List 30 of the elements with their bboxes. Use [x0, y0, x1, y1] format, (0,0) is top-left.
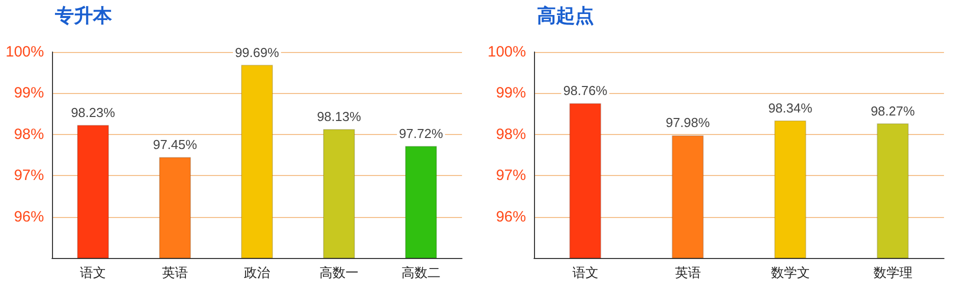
data-label: 97.98%	[666, 115, 710, 130]
y-tick-label: 98%	[14, 126, 44, 143]
data-label: 99.69%	[234, 44, 280, 60]
data-label: 98.34%	[768, 100, 813, 116]
y-tick-label: 99%	[14, 84, 44, 102]
y-tick-label: 100%	[6, 44, 44, 60]
x-tick-label: 高数一	[320, 265, 358, 280]
y-tick-label: 99%	[496, 84, 526, 102]
x-tick-label: 数学文	[770, 265, 810, 280]
y-tick-label: 97%	[14, 167, 44, 184]
x-tick-label: 数学理	[873, 265, 912, 280]
y-tick-label: 96%	[14, 208, 44, 226]
chart-title: 高起点	[537, 5, 594, 27]
x-tick-label: 政治	[244, 265, 270, 280]
chart-title: 专升本	[54, 5, 113, 27]
data-label: 98.27%	[870, 103, 916, 118]
x-tick-label: 语文	[572, 265, 598, 280]
y-tick-label: 97%	[496, 167, 526, 184]
data-label: 98.13%	[316, 109, 362, 124]
data-label: 98.76%	[563, 83, 608, 98]
y-tick-label: 96%	[496, 208, 526, 226]
data-label: 97.45%	[152, 137, 198, 152]
x-tick-label: 语文	[80, 265, 106, 280]
data-label: 98.23%	[70, 104, 116, 120]
data-label: 97.72%	[398, 126, 444, 141]
x-tick-label: 英语	[674, 265, 701, 280]
x-tick-label: 高数二	[402, 265, 440, 280]
y-tick-label: 100%	[488, 44, 526, 60]
x-tick-label: 英语	[162, 265, 188, 280]
y-tick-label: 98%	[496, 126, 526, 143]
